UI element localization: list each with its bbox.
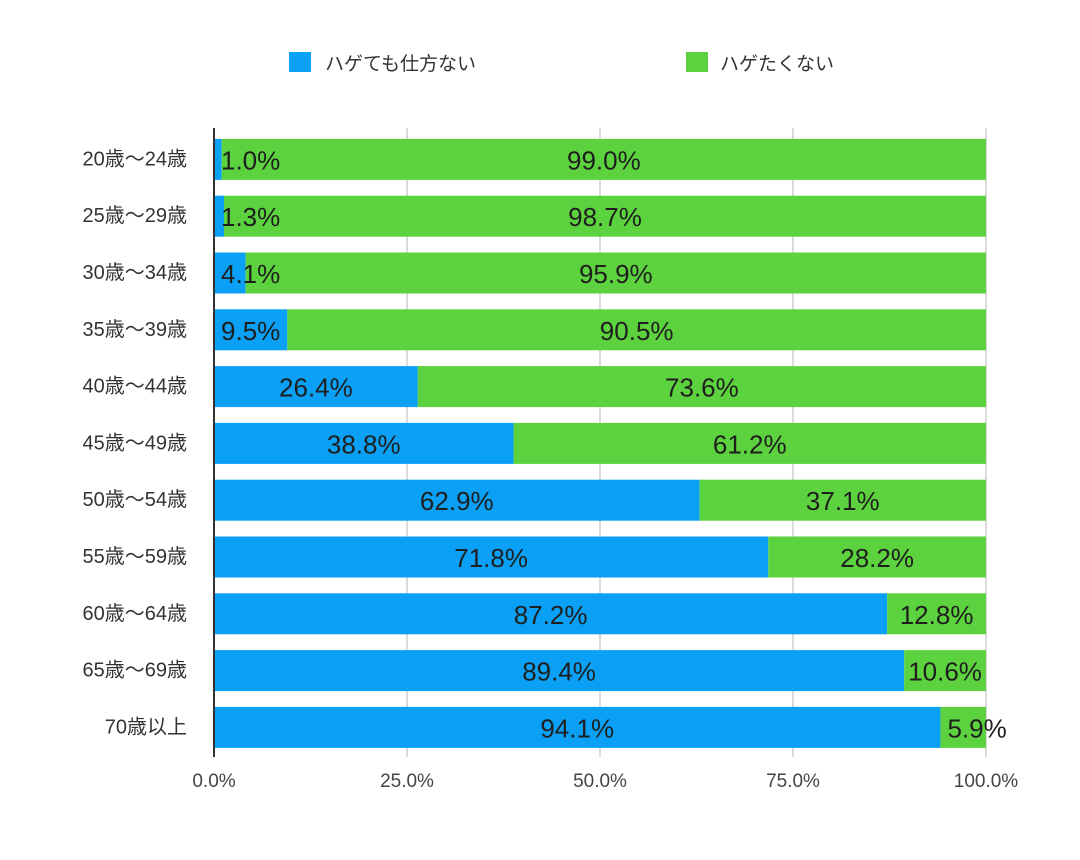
data-label-series-1-row-11: 94.1%	[540, 713, 614, 743]
bar-series-1-row-3	[214, 252, 246, 294]
data-labels: 1.0% 99.0% 1.3% 98.7% 4.1% 95.9% 9.5% 90.5% 26.4…	[221, 145, 1007, 743]
bar-series-2-row-4	[287, 309, 987, 351]
bar-series-1-row-4	[214, 309, 288, 351]
data-label-series-2-row-7: 37.1%	[806, 486, 880, 516]
bar-series-2-row-2	[224, 195, 986, 237]
legend-swatch-series-2	[686, 52, 708, 72]
bar-series-1-row-9	[214, 593, 888, 635]
y-category-label: 60歳～64歳	[83, 602, 188, 625]
data-label-series-2-row-6: 61.2%	[713, 429, 787, 459]
data-label-series-2-row-5: 73.6%	[665, 373, 739, 403]
y-category-label: 45歳～49歳	[83, 431, 188, 454]
data-label-series-1-row-7: 62.9%	[420, 486, 494, 516]
bar-series-2-row-3	[245, 252, 987, 294]
x-tick-label: 100.0%	[954, 771, 1019, 792]
data-label-series-1-row-8: 71.8%	[454, 543, 528, 573]
bar-series-2-row-6	[513, 422, 986, 464]
y-category-label: 25歳～29歳	[83, 204, 188, 227]
bar-series-2-row-11	[940, 706, 986, 748]
bar-series-1-row-5	[214, 366, 418, 408]
y-category-label: 20歳～24歳	[83, 147, 188, 170]
y-category-label: 40歳～44歳	[83, 375, 188, 398]
data-label-series-2-row-11: 5.9%	[947, 713, 1006, 743]
data-label-series-1-row-6: 38.8%	[327, 429, 401, 459]
x-tick-label: 50.0%	[573, 771, 627, 792]
y-category-label: 55歳～59歳	[83, 545, 188, 568]
bar-series-1-row-11	[214, 706, 941, 748]
bar-series-1-row-10	[214, 650, 905, 692]
data-label-series-1-row-9: 87.2%	[514, 600, 588, 630]
data-label-series-2-row-2: 98.7%	[568, 202, 642, 232]
data-label-series-2-row-4: 90.5%	[600, 316, 674, 346]
y-axis-labels: 20歳～24歳 25歳～29歳 30歳～34歳 35歳～39歳 40歳～44歳 45歳～4…	[83, 147, 188, 738]
x-tick-label: 0.0%	[192, 771, 235, 792]
legend-swatch-series-1	[289, 52, 311, 72]
data-label-series-1-row-10: 89.4%	[522, 657, 596, 687]
bar-series-2-row-9	[887, 593, 986, 635]
y-category-label: 50歳～54歳	[83, 488, 188, 511]
bar-series-2-row-7	[699, 479, 986, 521]
bar-series-2-row-8	[768, 536, 986, 578]
data-label-series-1-row-5: 26.4%	[279, 373, 353, 403]
y-category-label: 35歳～39歳	[83, 318, 188, 341]
bar-series-2-row-10	[904, 650, 986, 692]
bar-series-2-row-5	[417, 366, 987, 408]
bar-series-1-row-8	[214, 536, 769, 578]
data-label-series-2-row-10: 10.6%	[908, 657, 982, 687]
bar-series-1-row-2	[214, 195, 225, 237]
data-label-series-2-row-9: 12.8%	[900, 600, 974, 630]
x-axis-labels: 0.0% 25.0% 50.0% 75.0% 100.0%	[192, 771, 1018, 792]
y-category-label: 70歳以上	[105, 715, 187, 738]
x-tick-label: 75.0%	[766, 771, 820, 792]
legend-label-series-1: ハゲても仕方ない	[325, 53, 476, 75]
data-label-series-1-row-2: 1.3%	[221, 202, 280, 232]
x-tick-label: 25.0%	[380, 771, 434, 792]
bar-series-1-row-7	[214, 479, 700, 521]
data-label-series-2-row-3: 95.9%	[579, 259, 653, 289]
bar-series-2-row-1	[221, 138, 987, 180]
data-label-series-1-row-4: 9.5%	[221, 316, 280, 346]
bar-series-1-row-1	[214, 138, 222, 180]
data-label-series-2-row-8: 28.2%	[840, 543, 914, 573]
legend: ハゲても仕方ない ハゲたくない	[289, 52, 834, 75]
bar-series-1-row-6	[214, 422, 514, 464]
y-category-label: 30歳～34歳	[83, 261, 188, 284]
data-label-series-1-row-1: 1.0%	[221, 145, 280, 175]
y-category-label: 65歳～69歳	[83, 659, 188, 682]
data-label-series-2-row-1: 99.0%	[567, 145, 641, 175]
bars	[214, 138, 987, 748]
data-label-series-1-row-3: 4.1%	[221, 259, 280, 289]
legend-label-series-2: ハゲたくない	[720, 53, 834, 75]
